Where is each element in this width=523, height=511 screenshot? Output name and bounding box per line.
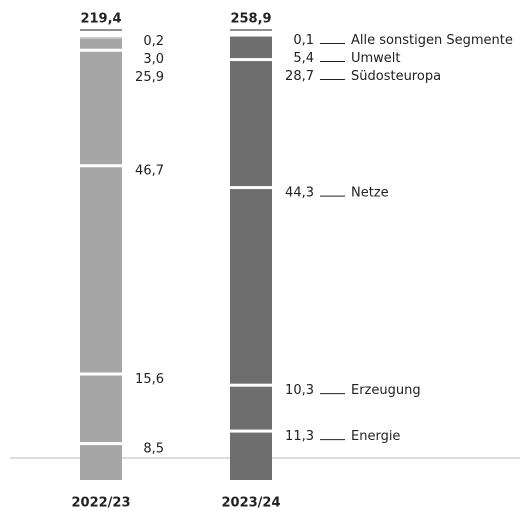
- value-label: 28,7: [285, 69, 314, 84]
- legend-label: Netze: [351, 186, 389, 201]
- x-tick-label: 2022/23: [71, 496, 130, 511]
- bar-segment: [80, 38, 122, 49]
- bar-segment: [80, 37, 122, 39]
- bar-segment: [80, 375, 122, 443]
- total-label: 219,4: [80, 12, 121, 27]
- bar-segment: [230, 37, 272, 59]
- legend-label: Südosteuropa: [351, 69, 441, 84]
- value-label: 8,5: [143, 442, 164, 457]
- bar-segment: [230, 386, 272, 430]
- legend-label: Alle sonstigen Segmente: [351, 33, 513, 48]
- value-label: 44,3: [285, 186, 314, 201]
- value-label: 25,9: [135, 70, 164, 85]
- bar-segment: [230, 61, 272, 187]
- legend-label: Energie: [351, 429, 400, 444]
- value-label: 10,3: [285, 383, 314, 398]
- value-label: 5,4: [293, 51, 314, 66]
- value-label: 11,3: [285, 429, 314, 444]
- bar-segment: [230, 36, 272, 38]
- value-label: 15,6: [135, 372, 164, 387]
- bar-segment: [80, 445, 122, 480]
- legend-label: Erzeugung: [351, 383, 421, 398]
- bar-segment: [80, 167, 122, 373]
- x-tick-label: 2023/24: [221, 496, 280, 511]
- value-label: 0,2: [143, 34, 164, 49]
- bar-segment: [230, 432, 272, 480]
- bar-segment: [80, 51, 122, 165]
- legend-label: Umwelt: [351, 51, 401, 66]
- bar-segment: [230, 189, 272, 384]
- total-label: 258,9: [230, 12, 271, 27]
- value-label: 3,0: [143, 52, 164, 67]
- value-label: 46,7: [135, 164, 164, 179]
- value-label: 0,1: [293, 33, 314, 48]
